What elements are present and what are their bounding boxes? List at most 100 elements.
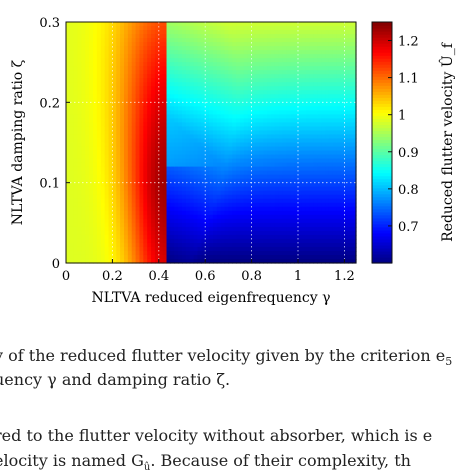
heatmap-cell: [170, 74, 175, 79]
heatmap-cell: [228, 122, 233, 128]
heatmap-cell: [336, 26, 342, 31]
heatmap-cell: [162, 74, 168, 79]
heatmap-cell: [286, 30, 291, 35]
heatmap-cell: [332, 254, 338, 260]
heatmap-cell: [267, 110, 272, 115]
heatmap-cell: [209, 254, 214, 260]
heatmap-cell: [212, 234, 218, 240]
heatmap-cell: [274, 230, 280, 236]
heatmap-cell: [112, 22, 117, 27]
heatmap-cell: [301, 98, 307, 103]
heatmap-cell: [216, 202, 222, 208]
heatmap-cell: [131, 74, 137, 79]
heatmap-cell: [251, 158, 257, 164]
heatmap-cell: [197, 98, 202, 103]
heatmap-cell: [182, 170, 187, 176]
heatmap-cell: [131, 250, 137, 256]
heatmap-cell: [162, 38, 168, 43]
heatmap-cell: [139, 102, 144, 107]
heatmap-cell: [143, 174, 148, 180]
heatmap-cell: [197, 142, 202, 148]
heatmap-cell: [216, 138, 222, 144]
heatmap-cell: [77, 210, 83, 216]
heatmap-cell: [336, 238, 342, 244]
heatmap-cell: [193, 114, 199, 119]
heatmap-cell: [143, 210, 148, 216]
heatmap-cell: [236, 194, 241, 200]
heatmap-cell: [104, 50, 110, 55]
heatmap-cell: [301, 226, 307, 232]
heatmap-cell: [127, 122, 133, 128]
heatmap-cell: [278, 246, 284, 252]
heatmap-cell: [100, 242, 106, 248]
heatmap-cell: [340, 142, 345, 148]
heatmap-cell: [182, 78, 187, 83]
heatmap-cell: [100, 202, 106, 208]
heatmap-cell: [332, 70, 338, 75]
heatmap-cell: [112, 226, 117, 232]
heatmap-cell: [69, 186, 75, 192]
heatmap-cell: [251, 22, 257, 27]
heatmap-cell: [85, 218, 90, 224]
heatmap-cell: [178, 74, 183, 79]
heatmap-cell: [120, 150, 125, 156]
heatmap-cell: [197, 102, 202, 107]
heatmap-cell: [139, 38, 144, 43]
heatmap-cell: [135, 126, 141, 132]
colorbar-segment: [372, 88, 392, 92]
heatmap-cell: [93, 70, 98, 75]
heatmap-cell: [174, 238, 179, 244]
heatmap-cell: [267, 150, 272, 156]
heatmap-cell: [182, 238, 187, 244]
heatmap-cell: [89, 138, 94, 144]
heatmap-cell: [89, 122, 94, 128]
heatmap-cell: [139, 238, 144, 244]
heatmap-cell: [267, 54, 272, 59]
heatmap-cell: [290, 194, 295, 200]
heatmap-cell: [154, 50, 160, 55]
heatmap-cell: [116, 226, 121, 232]
heatmap-cell: [243, 90, 249, 95]
colorbar-segment: [372, 235, 392, 240]
heatmap-cell: [85, 158, 90, 164]
heatmap-cell: [259, 70, 264, 75]
heatmap-cell: [89, 78, 94, 83]
heatmap-cell: [328, 154, 334, 160]
heatmap-cell: [251, 34, 257, 39]
heatmap-cell: [224, 86, 229, 91]
heatmap-cell: [294, 70, 299, 75]
heatmap-cell: [93, 178, 98, 184]
heatmap-cell: [209, 186, 214, 192]
heatmap-cell: [112, 174, 117, 180]
heatmap-cell: [120, 34, 125, 39]
heatmap-cell: [212, 54, 218, 59]
heatmap-cell: [232, 210, 237, 216]
heatmap-cell: [309, 154, 315, 160]
heatmap-cell: [290, 226, 295, 232]
heatmap-cell: [162, 230, 168, 236]
heatmap-cell: [352, 42, 357, 47]
heatmap-cell: [294, 74, 299, 79]
heatmap-cell: [209, 170, 214, 176]
heatmap-cell: [89, 70, 94, 75]
heatmap-cell: [232, 230, 237, 236]
heatmap-cell: [282, 218, 287, 224]
heatmap-cell: [100, 250, 106, 256]
heatmap-cell: [294, 122, 299, 128]
heatmap-cell: [170, 254, 175, 260]
heatmap-cell: [143, 182, 148, 188]
heatmap-cell: [112, 186, 117, 192]
heatmap-cell: [228, 114, 233, 119]
heatmap-cell: [124, 214, 129, 220]
heatmap-cell: [178, 238, 183, 244]
heatmap-cell: [348, 170, 353, 176]
heatmap-cell: [328, 254, 334, 260]
heatmap-cell: [328, 70, 334, 75]
heatmap-cell: [209, 106, 214, 111]
heatmap-cell: [124, 206, 129, 212]
heatmap-cell: [104, 46, 110, 51]
colorbar-segment: [372, 229, 392, 234]
heatmap-cell: [232, 46, 237, 51]
heatmap-cell: [212, 94, 218, 99]
heatmap-cell: [325, 218, 330, 224]
